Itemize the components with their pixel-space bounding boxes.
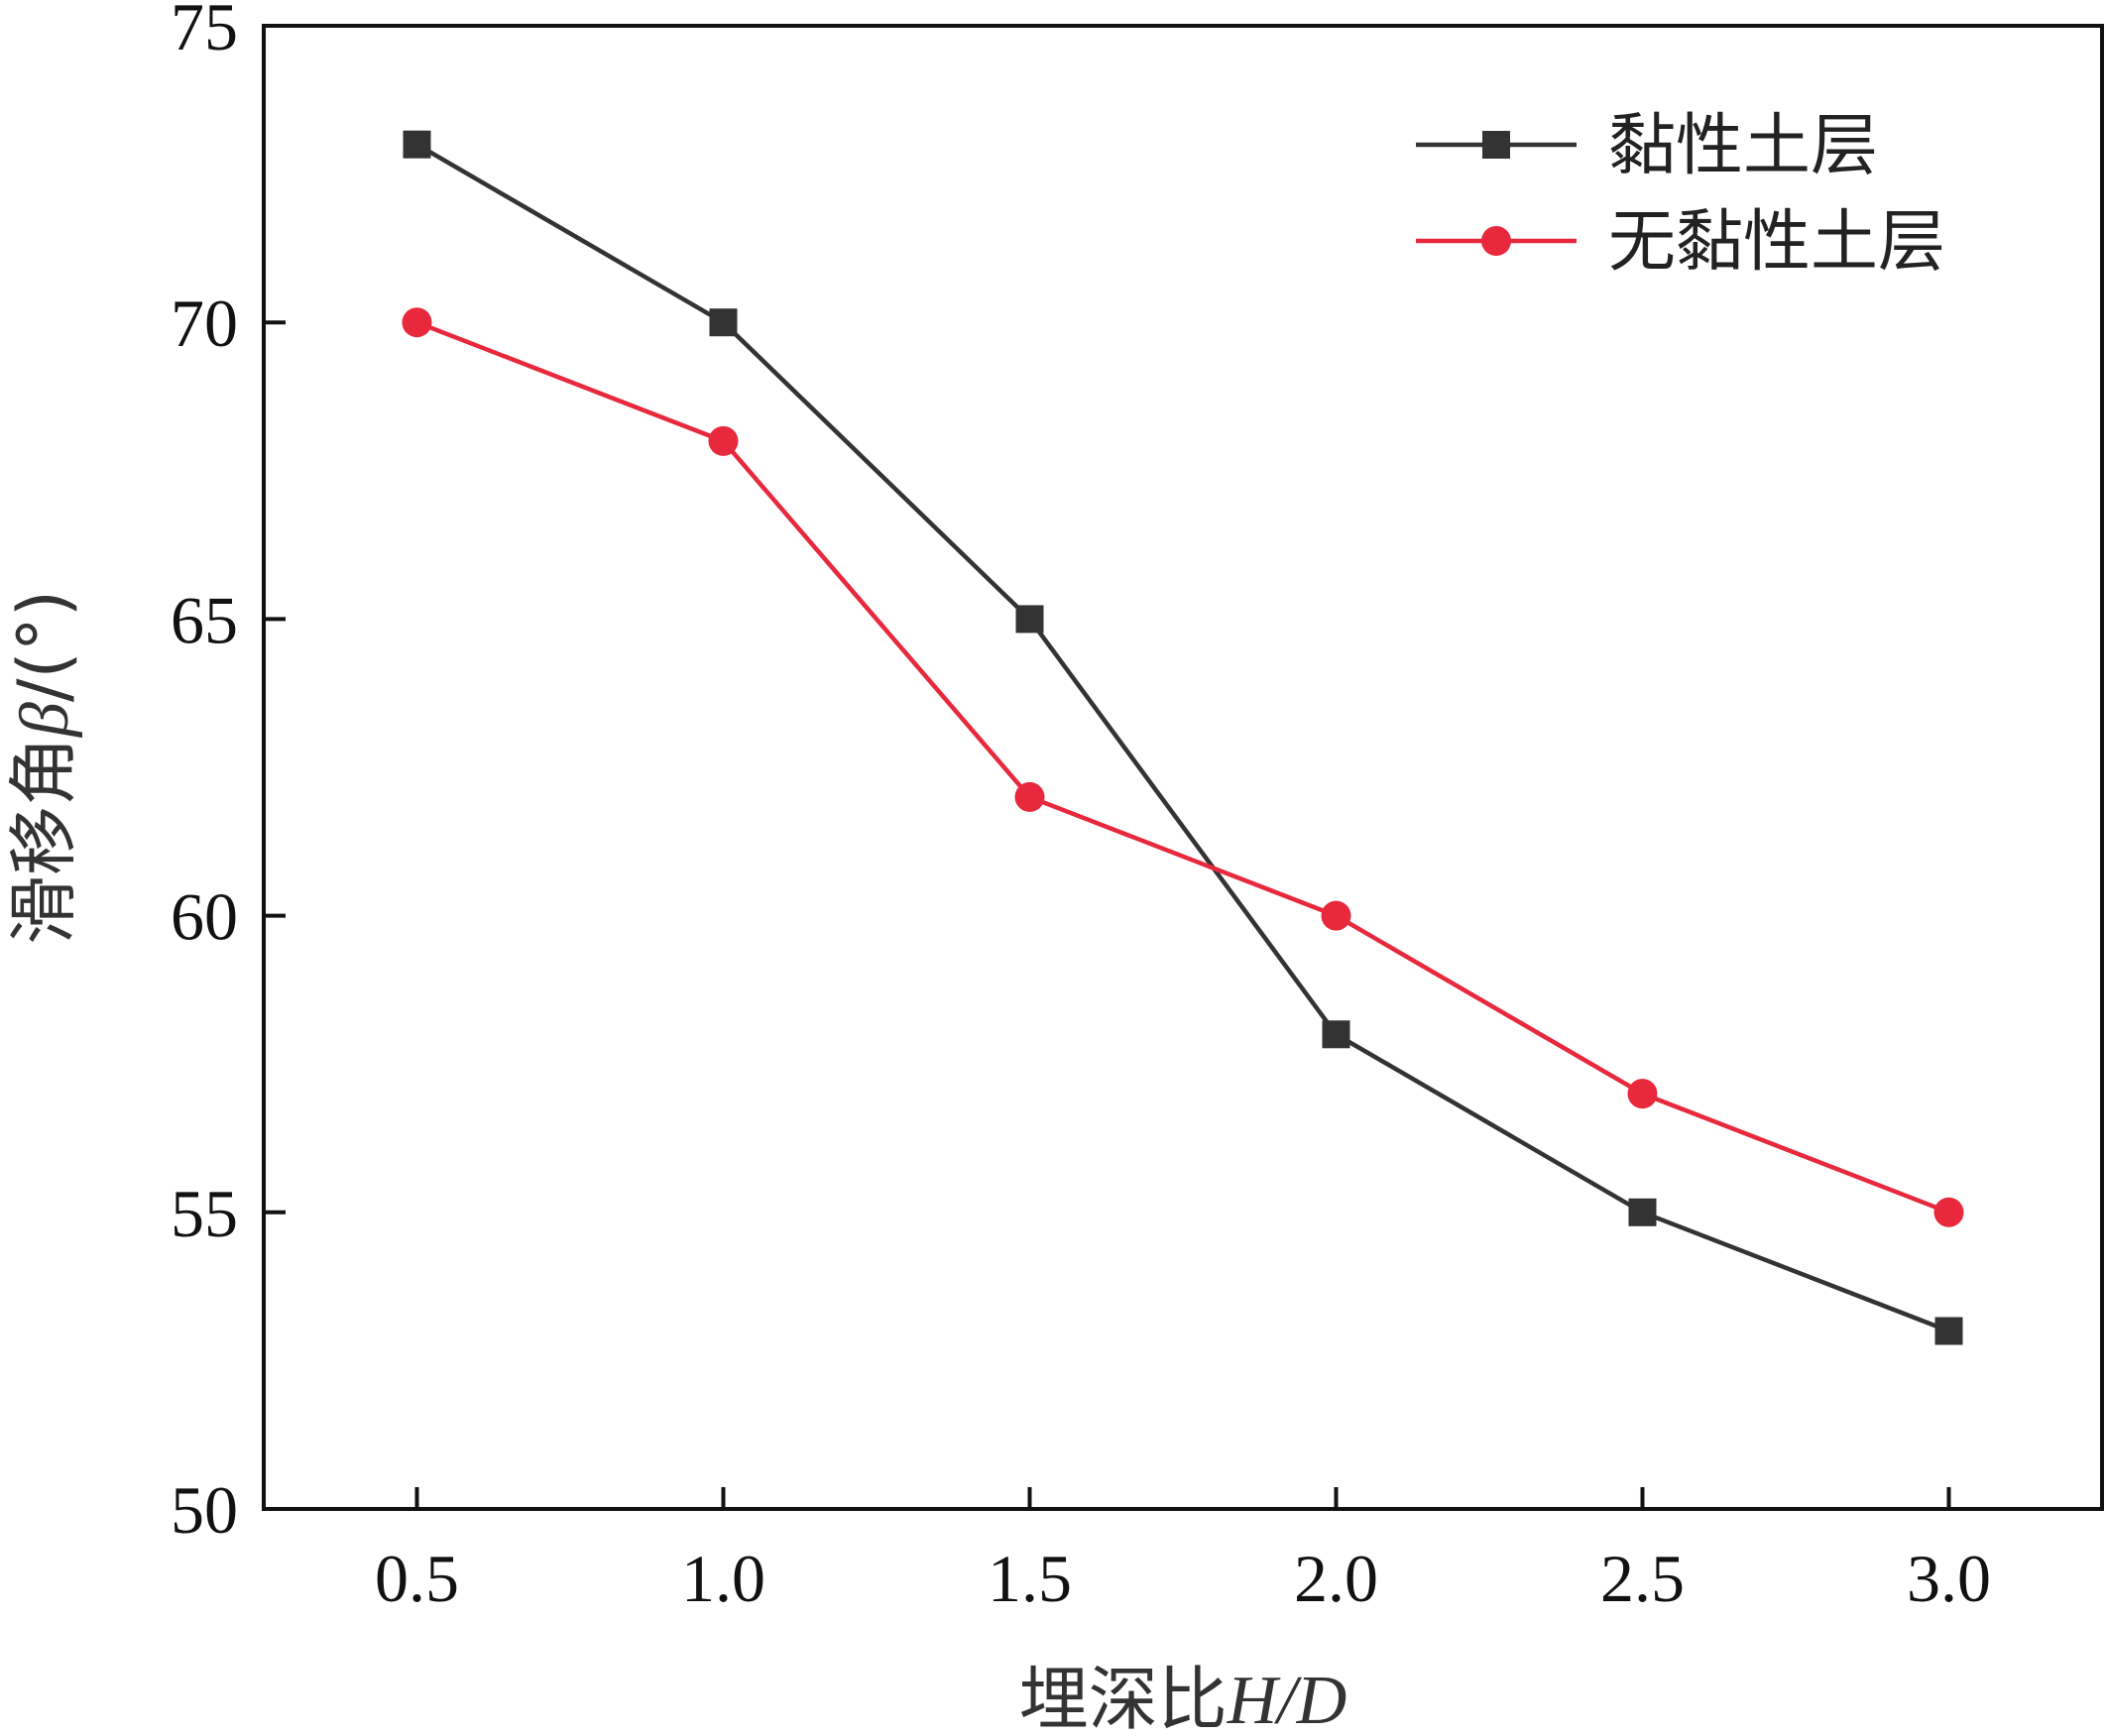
y-axis-label-unit: /(°) [3,590,84,702]
y-tick-label: 55 [171,1176,238,1251]
x-axis-label: 埋深比H/D [1019,1659,1347,1736]
series-markers [402,130,1964,1345]
legend-label: 无黏性土层 [1608,203,1945,282]
data-point-circle [1627,1079,1658,1109]
x-tick-label: 0.5 [375,1541,459,1616]
y-tick-label: 50 [171,1472,238,1548]
data-point-square [1322,1020,1350,1049]
y-axis-label-prefix: 滑移角 [3,737,84,945]
series-line-0 [415,142,1950,1333]
data-point-square [709,308,738,337]
data-point-square [1628,1198,1657,1226]
series-line-1 [415,320,1950,1215]
legend-marker-square [1482,131,1510,159]
x-tick-label: 1.0 [681,1541,765,1616]
y-axis-label: 滑移角β/(°) [3,590,84,945]
data-point-square [1015,605,1044,634]
x-tick-label: 2.5 [1600,1541,1685,1616]
data-point-circle [402,307,432,338]
data-point-circle [708,425,739,456]
x-tick-label: 3.0 [1907,1541,1991,1616]
series-lines [415,142,1950,1333]
legend-label: 黏性土层 [1608,107,1878,185]
legend-marker-circle [1481,226,1511,256]
data-point-square [403,130,431,159]
x-tick-label: 1.5 [988,1541,1072,1616]
x-tick-label: 2.0 [1294,1541,1378,1616]
plot-frame [262,24,2104,1511]
y-tick-label: 65 [171,582,238,657]
data-point-circle [1014,781,1045,812]
y-tick-label: 75 [171,0,238,64]
x-axis-label-variable: H/D [1227,1663,1347,1736]
data-point-circle [1321,900,1351,931]
x-axis-label-prefix: 埋深比 [1019,1659,1228,1736]
y-tick-label: 70 [171,286,238,361]
data-point-square [1934,1317,1963,1345]
y-axis-label-symbol: β [7,702,83,739]
y-tick-label: 60 [171,879,238,955]
y-axis-ticks: 50 55 60 65 70 75 [171,0,286,1548]
data-point-circle [1933,1197,1964,1227]
x-axis-ticks: 0.5 1.0 1.5 2.0 2.5 3.0 [375,1487,1991,1616]
